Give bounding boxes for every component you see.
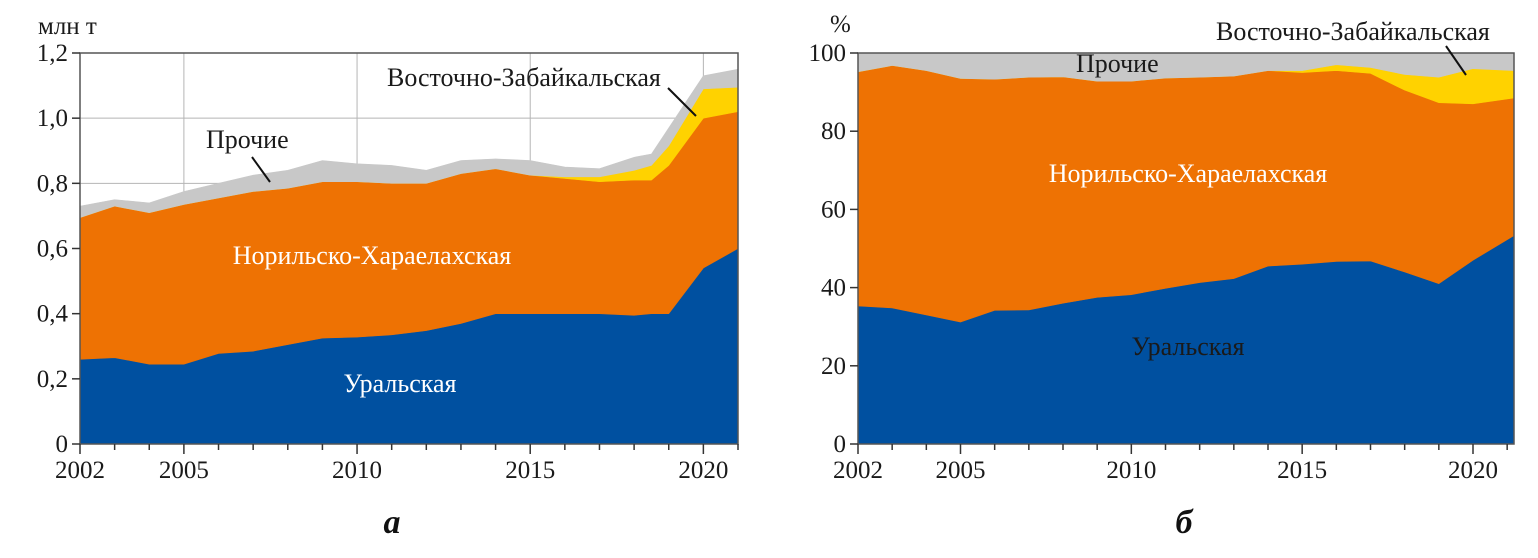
x-tick-label: 2015 xyxy=(505,457,555,484)
y-axis-label: млн т xyxy=(38,13,97,40)
x-tick-label: 2020 xyxy=(678,457,728,484)
series-labels: Уральская Норильско-Хараелахская Прочие Вос… xyxy=(206,63,697,398)
leader-line xyxy=(251,156,271,183)
x-tick-label: 2005 xyxy=(936,457,986,484)
y-tick-label: 0,2 xyxy=(37,366,68,393)
label-восточно-забайкальская: Восточно-Забайкальская xyxy=(387,63,661,92)
x-tick-label: 2015 xyxy=(1277,457,1327,484)
y-tick-label: 80 xyxy=(821,118,846,145)
y-tick-label: 0,6 xyxy=(37,236,68,263)
leader-line xyxy=(1445,45,1467,76)
x-axis: 2002 2005 2010 2015 2020 xyxy=(833,444,1508,484)
label-уральская: Уральская xyxy=(1131,332,1244,361)
y-axis: 0 20 40 60 80 100 xyxy=(809,40,858,458)
y-tick-label: 0,8 xyxy=(37,170,68,197)
y-tick-label: 0 xyxy=(56,431,69,458)
y-tick-label: 1,2 xyxy=(37,40,68,67)
y-tick-label: 60 xyxy=(821,196,846,223)
label-прочие: Прочие xyxy=(1076,49,1159,78)
y-tick-label: 20 xyxy=(821,353,846,380)
chart-panel-2: 0 20 40 60 80 100% 2002 2005 2010 2015 2020 Уральск… xyxy=(809,11,1515,541)
y-tick-label: 40 xyxy=(821,275,846,302)
label-восточно-забайкальская: Восточно-Забайкальская xyxy=(1216,17,1490,46)
x-tick-label: 2010 xyxy=(332,457,382,484)
x-tick-label: 2002 xyxy=(833,457,883,484)
x-axis: 2002 2005 2010 2015 2020 xyxy=(55,444,739,484)
y-axis-label: % xyxy=(830,11,851,38)
leader-line xyxy=(667,87,697,117)
label-уральская: Уральская xyxy=(343,369,456,398)
plot-frame xyxy=(857,52,1515,445)
x-tick-label: 2005 xyxy=(159,457,209,484)
x-tick-label: 2002 xyxy=(55,457,105,484)
x-tick-label: 2010 xyxy=(1106,457,1156,484)
label-норильско-хараелахская: Норильско-Хараелахская xyxy=(233,241,512,270)
panel-letter: а xyxy=(384,504,401,541)
y-tick-label: 0,4 xyxy=(37,301,69,328)
y-tick-label: 1,0 xyxy=(37,105,68,132)
label-прочие: Прочие xyxy=(206,125,289,154)
y-tick-label: 100 xyxy=(809,40,847,67)
series-labels: Уральская Норильско-Хараелахская Прочие Вос… xyxy=(1049,17,1490,361)
panel-letter: б xyxy=(1176,504,1195,541)
x-tick-label: 2020 xyxy=(1448,457,1498,484)
y-tick-label: 0 xyxy=(834,431,847,458)
stacked-areas xyxy=(857,52,1515,445)
y-axis: 0 0,2 0,4 0,6 0,8 1,0 1,2 xyxy=(37,40,80,458)
label-норильско-хараелахская: Норильско-Хараелахская xyxy=(1049,159,1328,188)
